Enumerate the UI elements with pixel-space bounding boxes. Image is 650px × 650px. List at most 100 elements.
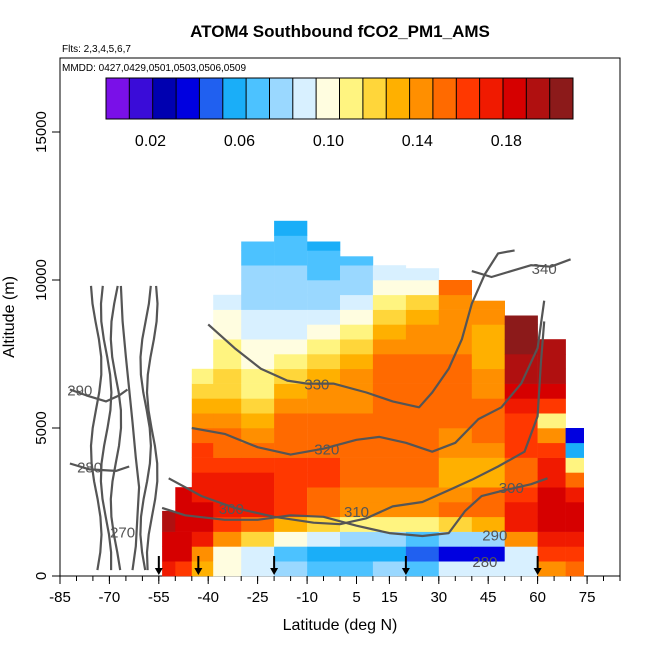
heatmap-cell <box>241 487 275 503</box>
heatmap-cell <box>372 472 407 488</box>
heatmap-cell <box>565 546 584 562</box>
heatmap-cell <box>504 315 538 325</box>
heatmap-cell <box>241 354 275 370</box>
heatmap-cell <box>307 413 341 429</box>
heatmap-cell <box>307 354 341 370</box>
heatmap-cell <box>241 368 275 384</box>
heatmap-cell <box>191 457 214 473</box>
heatmap-cell <box>471 516 505 532</box>
heatmap-cell <box>274 413 308 429</box>
contour-label: 280 <box>77 459 102 476</box>
heatmap-cell <box>537 502 566 518</box>
heatmap-cell <box>405 324 440 340</box>
heatmap-cell <box>504 457 538 473</box>
contour-line <box>191 300 546 456</box>
heatmap-cell <box>191 531 214 547</box>
heatmap-cell <box>405 368 440 384</box>
colorbar-swatch <box>549 78 574 119</box>
y-axis-tick-label: 0 <box>33 572 50 580</box>
heatmap-cell <box>241 531 275 547</box>
heatmap-cell <box>340 457 374 473</box>
contour-label: 300 <box>219 501 244 518</box>
heatmap-cell <box>274 235 308 251</box>
heatmap-cell <box>274 324 308 340</box>
contour-label: 290 <box>482 528 507 545</box>
heatmap-cell <box>307 241 341 251</box>
heatmap-cell <box>241 561 275 577</box>
heatmap-cell <box>191 383 214 399</box>
heatmap-cell <box>340 294 374 310</box>
heatmap-cell <box>213 383 242 399</box>
heatmap-cell <box>438 487 472 503</box>
heatmap-cell <box>537 457 566 473</box>
x-axis-tick-label: 45 <box>480 589 497 606</box>
colorbar-swatch <box>152 78 177 119</box>
colorbar-swatch <box>222 78 247 119</box>
heatmap-cell <box>340 502 374 518</box>
heatmap-cell <box>241 280 275 296</box>
heatmap-cell <box>438 398 472 414</box>
colorbar-swatch <box>526 78 551 119</box>
heatmap-cell <box>471 546 505 562</box>
heatmap-cell <box>307 250 341 266</box>
heatmap-cell <box>340 324 374 340</box>
heatmap-cell <box>471 368 505 384</box>
heatmap-cell <box>241 442 275 458</box>
heatmap-cell <box>405 309 440 325</box>
y-axis: 0 5000 10000 15000 <box>33 111 60 580</box>
heatmap-cell <box>241 428 275 444</box>
heatmap-cell <box>241 546 275 562</box>
x-axis-tick-label: -40 <box>197 589 219 606</box>
heatmap-cell <box>162 561 176 577</box>
heatmap-cell <box>405 354 440 370</box>
heatmap-cell <box>191 398 214 414</box>
y-axis-tick-label: 10000 <box>33 259 50 301</box>
heatmap-cell <box>340 339 374 355</box>
heatmap-cell <box>307 457 341 473</box>
heatmap-cell <box>241 265 275 281</box>
heatmap-cell <box>241 324 275 340</box>
colorbar-swatch <box>409 78 434 119</box>
heatmap-cell <box>175 546 193 562</box>
heatmap-cell <box>471 502 505 518</box>
heatmap-cell <box>372 309 407 325</box>
heatmap-cell <box>438 294 472 310</box>
x-axis-tick-label: -70 <box>99 589 121 606</box>
heatmap-cell <box>213 413 242 429</box>
heatmap-cell <box>471 428 505 444</box>
heatmap-cell <box>213 398 242 414</box>
heatmap-cell <box>438 413 472 429</box>
heatmap-cell <box>438 457 472 473</box>
heatmap-cell <box>191 368 214 384</box>
contour-line <box>109 285 123 571</box>
heatmap-cell <box>191 472 214 488</box>
colorbar-tick-label: 0.10 <box>313 133 344 150</box>
heatmap-cell <box>405 546 440 562</box>
colorbar-swatch <box>339 78 364 119</box>
heatmap-cell <box>471 324 505 340</box>
heatmap-cell <box>405 472 440 488</box>
heatmap-cell <box>504 561 538 577</box>
heatmap-cell <box>471 442 505 458</box>
heatmap-cell <box>537 531 566 547</box>
heatmap-cell <box>274 428 308 444</box>
y-axis-label: Altitude (m) <box>1 276 18 358</box>
heatmap-cell <box>162 516 176 532</box>
heatmap-cell <box>213 368 242 384</box>
contour-line <box>99 285 113 571</box>
heatmap-cell <box>274 280 308 296</box>
heatmap-cell <box>537 442 566 458</box>
colorbar-tick-label: 0.06 <box>224 133 255 150</box>
heatmap-cell <box>175 516 193 532</box>
heatmap-cell <box>504 413 538 429</box>
chart-subtitle-dates: MMDD: 0427,0429,0501,0503,0506,0509 <box>62 63 246 74</box>
x-axis-tick-label: 75 <box>579 589 596 606</box>
heatmap-cell <box>372 531 407 547</box>
contour-line <box>69 462 130 472</box>
colorbar-swatch <box>292 78 317 119</box>
heatmap-cell <box>340 368 374 384</box>
colorbar-swatch <box>456 78 481 119</box>
heatmap-cell <box>537 368 566 384</box>
heatmap-cell <box>241 383 275 399</box>
heatmap-cell <box>565 457 584 473</box>
